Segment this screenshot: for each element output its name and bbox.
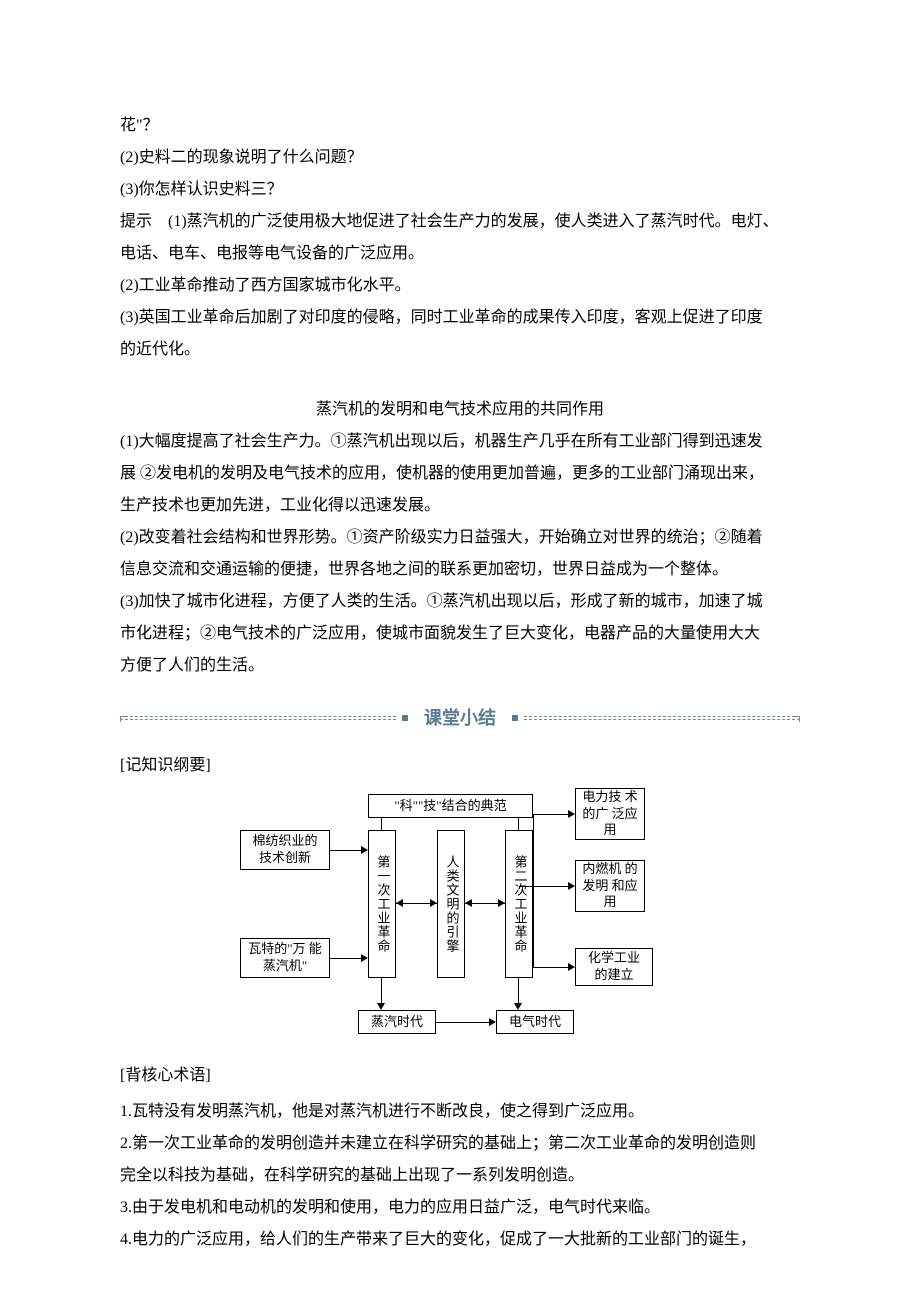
node-top-label: "科""技"结合的典范 bbox=[368, 794, 533, 818]
text-line: (2)改变着社会结构和世界形势。①资产阶级实力日益强大，开始确立对世界的统治；②… bbox=[120, 522, 800, 554]
connector bbox=[436, 1022, 489, 1023]
dot-icon bbox=[512, 715, 518, 721]
arrow-icon bbox=[568, 810, 575, 818]
arrow-icon bbox=[361, 954, 368, 962]
node-mid: 人类文明的引擎 bbox=[437, 830, 465, 978]
text-line: 信息交流和交通运输的便捷，世界各地之间的联系更加密切，世界日益成为一个整体。 bbox=[120, 554, 800, 586]
arrow-icon bbox=[514, 1003, 522, 1010]
text-line: 市化进程；②电气技术的广泛应用，使城市面貌发生了巨大变化，电器产品的大量使用大大 bbox=[120, 618, 800, 650]
connector bbox=[518, 978, 519, 1003]
connector bbox=[533, 967, 568, 968]
text-line: 方便了人们的生活。 bbox=[120, 650, 800, 682]
connector bbox=[519, 886, 533, 887]
text-line: 展 ②发电机的发明及电气技术的应用，使机器的使用更加普遍，更多的工业部门涌现出来… bbox=[120, 458, 800, 490]
arrow-icon bbox=[361, 846, 368, 854]
connector bbox=[518, 818, 519, 830]
rule-icon bbox=[120, 716, 396, 720]
arrow-icon bbox=[498, 899, 505, 907]
connector bbox=[381, 978, 382, 1003]
connector bbox=[533, 886, 568, 887]
section-label: 课堂小结 bbox=[414, 700, 506, 736]
text-line: 完全以科技为基础，在科学研究的基础上出现了一系列发明创造。 bbox=[120, 1160, 800, 1192]
text-line: 1.瓦特没有发明蒸汽机，他是对蒸汽机进行不断改良，使之得到广泛应用。 bbox=[120, 1096, 800, 1128]
text-line: 电话、电车、电报等电气设备的广泛应用。 bbox=[120, 238, 800, 270]
node-bottom-right: 电气时代 bbox=[496, 1010, 574, 1034]
node-right-top: 电力技 术的广 泛应用 bbox=[575, 788, 645, 840]
text-line: (1)大幅度提高了社会生产力。①蒸汽机出现以后，机器生产几乎在所有工业部门得到迅… bbox=[120, 426, 800, 458]
node-left-bottom: 瓦特的"万 能蒸汽机" bbox=[240, 938, 330, 978]
text-line: 的近代化。 bbox=[120, 334, 800, 366]
arrow-icon bbox=[396, 899, 403, 907]
arrow-icon bbox=[465, 899, 472, 907]
connector bbox=[381, 818, 382, 830]
text-line: (3)加快了城市化进程，方便了人类的生活。①蒸汽机出现以后，形成了新的城市，加速… bbox=[120, 586, 800, 618]
text-line: 2.第一次工业革命的发明创造并未建立在科学研究的基础上；第二次工业革命的发明创造… bbox=[120, 1128, 800, 1160]
dot-icon bbox=[402, 715, 408, 721]
text-line: 4.电力的广泛应用，给人们的生产带来了巨大的变化，促成了一大批新的工业部门的诞生… bbox=[120, 1224, 800, 1256]
text-line: (2)工业革命推动了西方国家城市化水平。 bbox=[120, 270, 800, 302]
node-col1: 第一次工业革命 bbox=[368, 830, 396, 978]
node-right-bottom: 化学工业 的建立 bbox=[575, 948, 653, 986]
arrow-icon bbox=[430, 899, 437, 907]
arrow-icon bbox=[377, 1003, 385, 1010]
connector bbox=[330, 958, 361, 959]
text-line: 生产技术也更加先进，工业化得以迅速发展。 bbox=[120, 490, 800, 522]
node-left-top: 棉纺织业的 技术创新 bbox=[240, 830, 330, 870]
arrow-icon bbox=[568, 963, 575, 971]
text-line: (3)你怎样认识史料三？ bbox=[120, 174, 800, 206]
connector bbox=[330, 850, 361, 851]
arrow-icon bbox=[568, 882, 575, 890]
text-line: 提示 (1)蒸汽机的广泛使用极大地促进了社会生产力的发展，使人类进入了蒸汽时代。… bbox=[120, 206, 800, 238]
node-col2: 第二次工业革命 bbox=[505, 830, 533, 978]
text-line: (3)英国工业革命后加剧了对印度的侵略，同时工业革命的成果传入印度，客观上促进了… bbox=[120, 302, 800, 334]
rule-icon bbox=[524, 716, 800, 720]
arrow-icon bbox=[489, 1018, 496, 1026]
mid-title: 蒸汽机的发明和电气技术应用的共同作用 bbox=[120, 394, 800, 426]
knowledge-diagram: 棉纺织业的 技术创新 瓦特的"万 能蒸汽机" 第一次工业革命 "科""技"结合的… bbox=[120, 788, 800, 1048]
subheading: [背核心术语] bbox=[120, 1060, 800, 1092]
text-line: 花"？ bbox=[120, 110, 800, 142]
text-line: 3.由于发电机和电动机的发明和使用，电力的应用日益广泛，电气时代来临。 bbox=[120, 1192, 800, 1224]
node-right-mid: 内燃机 的发明 和应用 bbox=[575, 860, 645, 912]
node-bottom-left: 蒸汽时代 bbox=[358, 1010, 436, 1034]
connector bbox=[533, 814, 568, 815]
section-header: 课堂小结 bbox=[120, 700, 800, 736]
text-line: (2)史料二的现象说明了什么问题？ bbox=[120, 142, 800, 174]
subheading: [记知识纲要] bbox=[120, 750, 800, 782]
connector bbox=[533, 814, 534, 967]
